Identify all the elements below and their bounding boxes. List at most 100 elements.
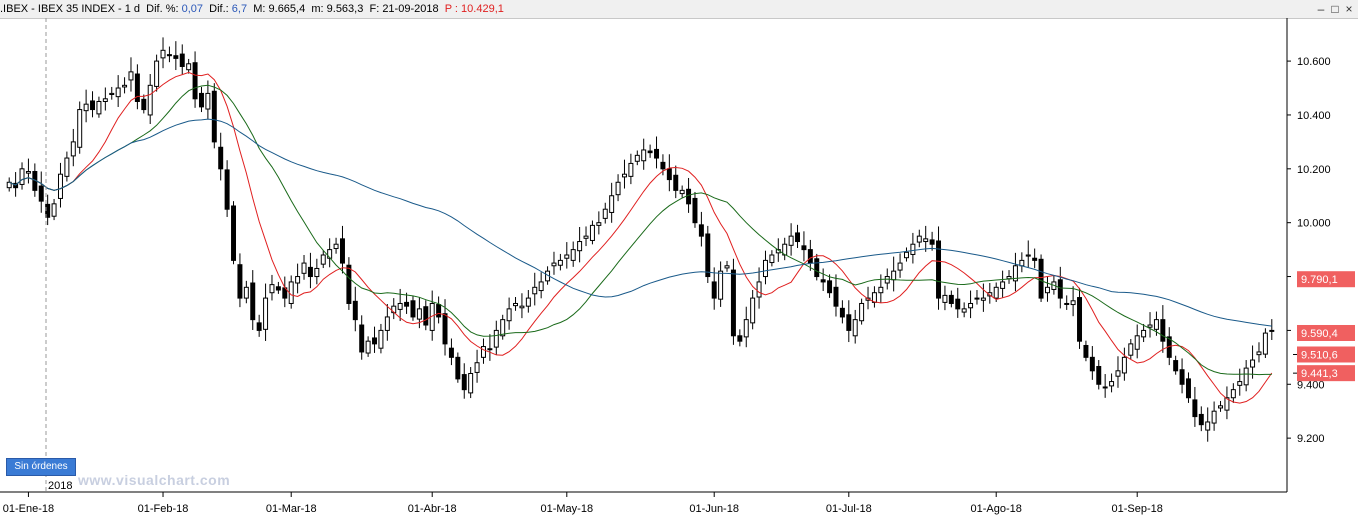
candle-body: [333, 243, 339, 250]
candle-body: [647, 150, 653, 154]
candle: [128, 57, 134, 92]
candle: [288, 275, 294, 309]
close-button[interactable]: ×: [1345, 2, 1353, 16]
candle: [70, 128, 76, 167]
y-tick-label: 10.600: [1297, 56, 1331, 68]
candle-body: [122, 84, 128, 88]
candle: [519, 293, 525, 319]
candle-body: [198, 92, 204, 108]
candle: [993, 282, 999, 302]
candle-body: [538, 281, 544, 292]
candle-body: [1205, 421, 1211, 431]
candle-body: [724, 265, 730, 269]
candle: [929, 231, 935, 251]
candle: [506, 297, 512, 330]
candle-body: [493, 329, 499, 348]
candle: [198, 86, 204, 113]
candle: [1109, 373, 1115, 393]
candle-body: [186, 63, 192, 71]
candle-body: [1230, 389, 1236, 399]
candle-body: [660, 161, 666, 170]
candle: [1012, 252, 1018, 292]
candle: [737, 329, 743, 347]
candle: [1000, 270, 1006, 298]
candle-body: [878, 286, 884, 294]
candle: [1032, 248, 1038, 269]
candle: [1044, 276, 1050, 302]
x-axis: 01-Ene-18 01-Feb-18 01-Mar-18 01-Abr-18 01-M…: [0, 18, 1287, 515]
candle: [846, 300, 852, 343]
price-chart[interactable]: 9.2009.4009.6009.80010.00010.20010.40010…: [0, 18, 1358, 517]
watermark: www.visualchart.com: [78, 472, 231, 488]
candle-body: [859, 302, 865, 322]
candle: [769, 250, 775, 267]
candle: [359, 315, 365, 360]
candle-body: [173, 55, 179, 59]
candle-body: [519, 305, 525, 309]
y-tick-label: 9.400: [1297, 379, 1325, 391]
candle-body: [923, 238, 929, 243]
candle-body: [1038, 258, 1044, 299]
minimize-button[interactable]: –: [1317, 2, 1325, 16]
candle: [1070, 286, 1076, 317]
candle: [218, 132, 224, 181]
chart-header: .IBEX - IBEX 35 INDEX - 1 d Dif. %: 0,07…: [0, 0, 1358, 19]
candle-body: [1096, 365, 1102, 385]
candle-body: [436, 304, 442, 318]
candle: [910, 232, 916, 264]
candle-body: [916, 235, 922, 243]
candle: [570, 241, 576, 267]
candle: [269, 274, 275, 301]
candle: [365, 336, 371, 357]
candle-body: [846, 314, 852, 331]
candle-body: [205, 92, 211, 110]
x-tick-label: 01-Jul-18: [826, 503, 872, 515]
candle: [532, 272, 538, 306]
candle: [327, 238, 333, 268]
maximize-button[interactable]: □: [1331, 2, 1339, 16]
candle-body: [987, 292, 993, 297]
max-value: 9.665,4: [268, 3, 306, 15]
candle-body: [179, 53, 185, 67]
candle: [1192, 386, 1198, 427]
candle: [109, 86, 115, 100]
candle-body: [897, 262, 903, 271]
candle-body: [506, 308, 512, 322]
candle: [263, 283, 269, 341]
candle: [333, 237, 339, 254]
candle-body: [102, 98, 108, 102]
candle-body: [1198, 413, 1204, 426]
candle-body: [231, 205, 237, 261]
candle-body: [1243, 367, 1249, 386]
candle-body: [711, 281, 717, 299]
candle: [936, 226, 942, 310]
candle: [416, 297, 422, 329]
orders-button[interactable]: Sin órdenes: [6, 458, 76, 476]
candle: [660, 154, 666, 176]
candle-body: [1089, 356, 1095, 372]
candle-body: [70, 141, 76, 157]
candle: [673, 165, 679, 199]
candle-body: [1218, 405, 1224, 409]
ma-slow-badge: 9.790,1: [1297, 271, 1355, 288]
candle: [827, 274, 833, 298]
candle-body: [679, 189, 685, 195]
candle: [634, 150, 640, 166]
candle-body: [750, 297, 756, 324]
candle: [448, 338, 454, 366]
candle: [679, 185, 685, 198]
candle: [1250, 345, 1256, 379]
candle: [25, 158, 31, 184]
candle-body: [615, 181, 621, 196]
candle-body: [628, 162, 634, 177]
candle: [410, 295, 416, 321]
candle: [173, 41, 179, 71]
candle: [1205, 407, 1211, 442]
candle-body: [1185, 378, 1191, 399]
candle: [275, 281, 281, 294]
candle: [718, 261, 724, 307]
candle-body: [609, 195, 615, 213]
candle-body: [314, 267, 320, 278]
candle: [83, 89, 89, 123]
